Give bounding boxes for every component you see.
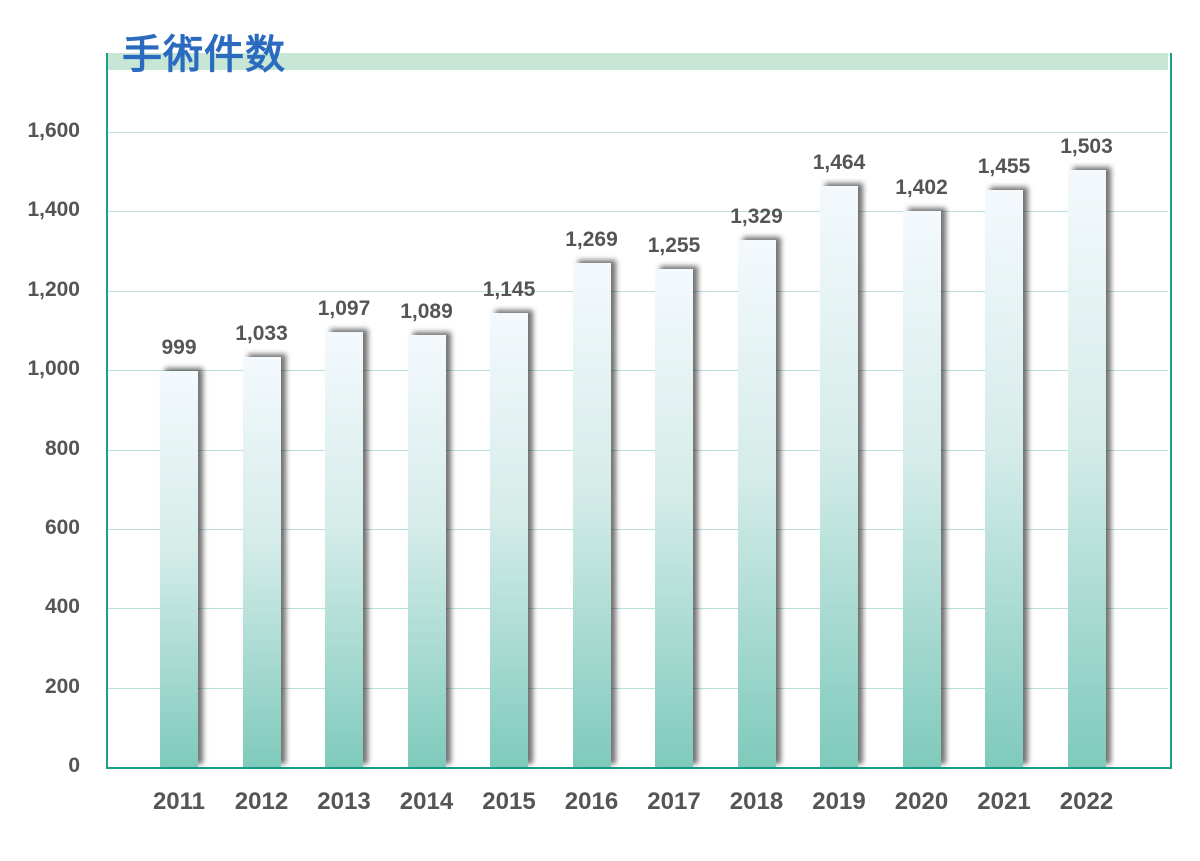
gridline [108, 608, 1168, 610]
value-label: 1,269 [565, 228, 618, 252]
value-label: 1,329 [730, 204, 783, 228]
title-band [108, 53, 1168, 70]
value-label: 1,402 [895, 175, 948, 199]
bar-2021 [985, 189, 1023, 767]
bar-2014 [407, 334, 446, 767]
plot-area [106, 53, 1172, 769]
y-tick-label: 200 [44, 674, 80, 698]
y-tick-label: 1,200 [27, 277, 80, 301]
gridline [108, 370, 1168, 372]
bar-2011 [160, 370, 198, 767]
x-tick-label: 2022 [1059, 788, 1114, 815]
gridline [108, 211, 1168, 213]
x-tick-label: 2013 [317, 788, 371, 815]
value-label: 1,033 [235, 322, 288, 346]
bar-2018 [737, 239, 776, 767]
x-tick-label: 2015 [482, 788, 536, 815]
value-label: 1,145 [482, 277, 536, 301]
y-tick-label: 600 [44, 515, 80, 539]
gridline [108, 132, 1168, 133]
x-tick-label: 2021 [977, 788, 1031, 815]
value-label: 1,464 [812, 150, 866, 174]
x-tick-label: 2019 [812, 788, 866, 815]
value-label: 1,255 [647, 233, 701, 257]
x-tick-label: 2018 [729, 788, 784, 815]
bar-2017 [655, 268, 693, 767]
x-tick-label: 2014 [399, 788, 454, 815]
y-tick-label: 1,600 [27, 119, 80, 142]
x-tick-label: 2017 [647, 788, 701, 815]
value-label: 999 [161, 335, 197, 359]
gridline [108, 687, 1168, 689]
x-tick-label: 2016 [564, 788, 619, 815]
y-tick-label: 1,000 [27, 357, 80, 381]
x-tick-label: 2020 [894, 788, 949, 815]
bar-2020 [902, 210, 941, 767]
y-tick-label: 800 [44, 436, 80, 460]
chart-title: 手術件数 [122, 32, 286, 78]
x-tick-label: 2012 [234, 788, 289, 815]
y-tick-label: 400 [44, 595, 80, 619]
value-label: 1,455 [977, 154, 1031, 178]
y-tick-label: 0 [68, 754, 80, 777]
gridline [108, 449, 1168, 451]
bar-2013 [325, 331, 363, 767]
value-label: 1,503 [1060, 135, 1113, 159]
gridline [108, 528, 1168, 530]
value-label: 1,097 [317, 296, 371, 320]
bar-2012 [242, 357, 281, 767]
bar-2016 [572, 263, 611, 767]
x-tick-label: 2011 [152, 788, 206, 815]
bar-2019 [820, 185, 858, 767]
gridline [108, 290, 1168, 292]
bar-2015 [490, 312, 528, 767]
y-tick-label: 1,400 [27, 198, 80, 222]
bar-2022 [1067, 170, 1106, 767]
value-label: 1,089 [400, 299, 453, 323]
